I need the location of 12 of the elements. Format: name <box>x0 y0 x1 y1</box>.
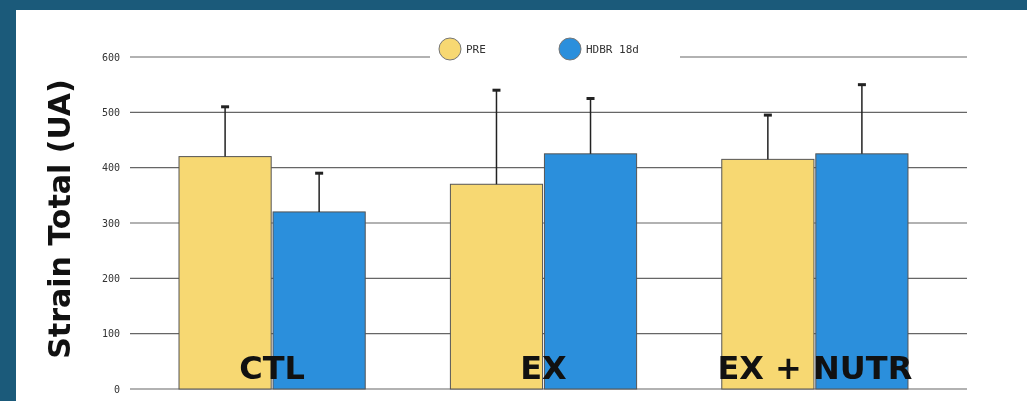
x-tick-label: EX <box>520 349 568 387</box>
y-tick-label: 400 <box>101 162 120 174</box>
y-axis-title: Strain Total (UA) <box>42 79 77 359</box>
y-tick-label: 200 <box>101 272 120 284</box>
y-tick-label: 500 <box>101 106 120 118</box>
y-tick-label: 600 <box>101 51 120 63</box>
legend-label: PRE <box>466 42 486 56</box>
y-tick-label: 100 <box>101 328 120 340</box>
legend-label: HDBR 18d <box>586 42 639 56</box>
x-tick-label: CTL <box>239 349 305 387</box>
y-tick-label: 300 <box>101 217 120 229</box>
y-tick-label: 0 <box>113 383 120 395</box>
